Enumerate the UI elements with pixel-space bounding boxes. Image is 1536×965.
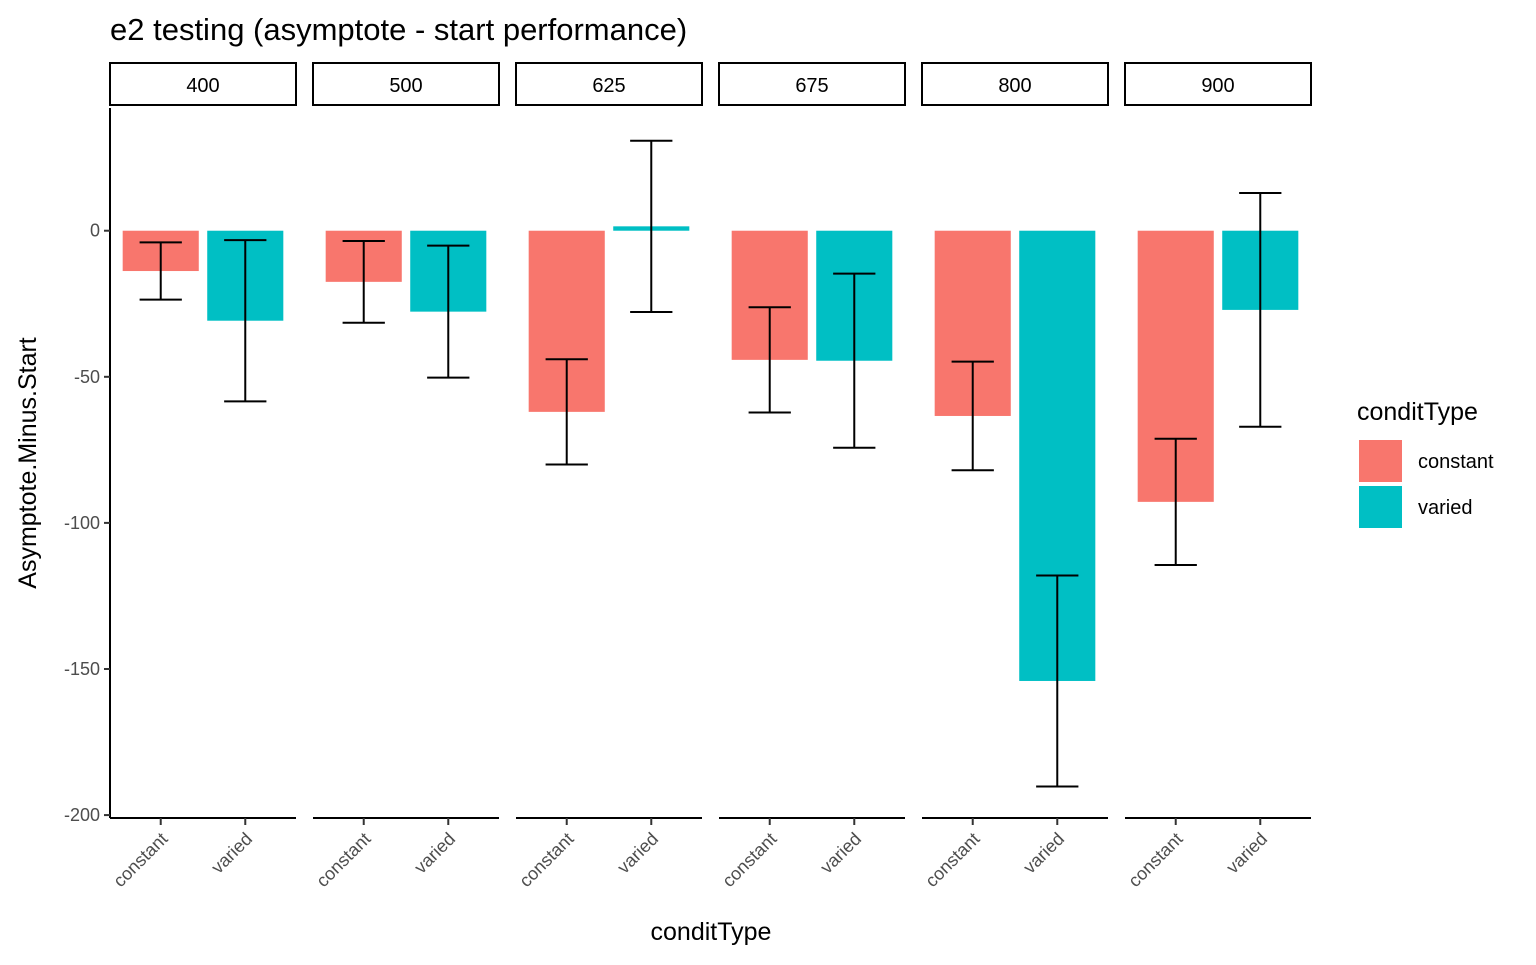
error-bar — [139, 241, 182, 301]
error-bar — [342, 239, 385, 324]
error-bar — [833, 272, 876, 449]
facet-label: 675 — [795, 75, 828, 97]
facet-strip — [921, 62, 1109, 106]
chart-title: e2 testing (asymptote - start performanc… — [110, 12, 687, 47]
y-axis-label: Asymptote.Minus.Start — [14, 337, 42, 589]
legend-key — [1359, 486, 1402, 528]
y-tick-label: -50 — [74, 367, 100, 387]
y-tick-label: -200 — [64, 805, 100, 825]
x-tick-label: varied — [207, 829, 256, 878]
x-tick-label: constant — [718, 829, 780, 891]
error-bar — [1036, 574, 1079, 788]
facet-label: 900 — [1201, 75, 1234, 97]
error-bar — [1154, 437, 1197, 566]
x-tick-label: varied — [1222, 829, 1271, 878]
facet-strip — [312, 62, 500, 106]
x-tick-label: varied — [410, 829, 459, 878]
facet-label: 800 — [998, 75, 1031, 97]
error-bar — [224, 239, 267, 403]
x-tick-label: constant — [515, 829, 577, 891]
y-tick-label: -150 — [64, 659, 100, 679]
facet-strip — [109, 62, 297, 106]
error-bar — [630, 139, 673, 313]
facet-strip — [718, 62, 906, 106]
x-tick-label: varied — [613, 829, 662, 878]
x-tick-label: constant — [1124, 829, 1186, 891]
legend-key — [1359, 440, 1402, 482]
x-tick-label: constant — [921, 829, 983, 891]
error-bar — [748, 306, 791, 414]
x-tick-label: constant — [109, 829, 171, 891]
x-tick-label: varied — [816, 829, 865, 878]
facet-label: 500 — [389, 75, 422, 97]
error-bar — [1239, 192, 1282, 428]
legend-label: constant — [1418, 451, 1494, 473]
x-axis-label: conditType — [651, 918, 772, 946]
error-bar — [427, 244, 470, 379]
x-tick-label: varied — [1019, 829, 1068, 878]
error-bar — [951, 360, 994, 472]
y-tick-label: 0 — [90, 221, 100, 241]
facet-label: 400 — [186, 75, 219, 97]
facet-strip — [515, 62, 703, 106]
legend-title: conditType — [1357, 398, 1478, 426]
facet-label: 625 — [592, 75, 625, 97]
legend-label: varied — [1418, 497, 1472, 519]
error-bar — [545, 358, 588, 466]
facet-strip — [1124, 62, 1312, 106]
y-tick-label: -100 — [64, 513, 100, 533]
x-tick-label: constant — [312, 829, 374, 891]
